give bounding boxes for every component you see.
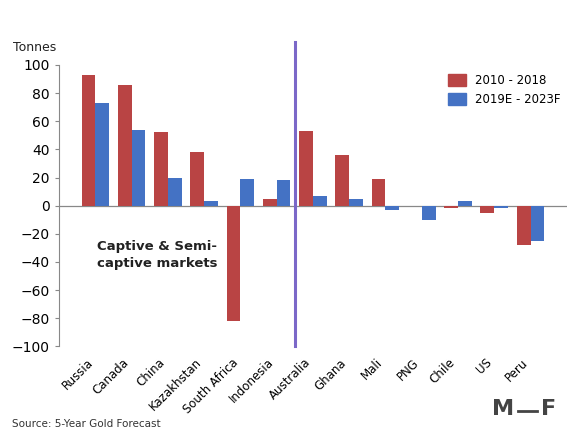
Bar bbox=[422, 206, 436, 220]
Bar bbox=[154, 132, 168, 206]
Bar bbox=[240, 179, 254, 206]
Bar bbox=[82, 75, 95, 206]
Bar bbox=[168, 178, 182, 206]
Bar bbox=[118, 85, 132, 206]
Bar bbox=[95, 103, 109, 206]
Bar bbox=[263, 199, 277, 206]
Bar bbox=[204, 201, 218, 206]
Bar bbox=[458, 201, 472, 206]
Bar bbox=[299, 131, 313, 206]
Text: Tonnes: Tonnes bbox=[13, 41, 56, 54]
Bar bbox=[313, 196, 327, 206]
Text: M: M bbox=[492, 399, 514, 419]
Text: Source: 5-Year Gold Forecast: Source: 5-Year Gold Forecast bbox=[12, 419, 160, 429]
Bar bbox=[531, 206, 544, 241]
Text: Changing Profile of Mine Supply: Changing Profile of Mine Supply bbox=[149, 16, 436, 34]
Bar bbox=[132, 130, 146, 206]
Text: F: F bbox=[541, 399, 556, 419]
Text: Captive & Semi-
captive markets: Captive & Semi- captive markets bbox=[97, 240, 217, 270]
Bar bbox=[494, 206, 508, 209]
Legend: 2010 - 2018, 2019E - 2023F: 2010 - 2018, 2019E - 2023F bbox=[442, 68, 567, 112]
Bar bbox=[226, 206, 240, 321]
Bar bbox=[371, 179, 386, 206]
Bar bbox=[444, 206, 458, 209]
Bar bbox=[335, 155, 349, 206]
Bar bbox=[277, 180, 291, 206]
Bar bbox=[190, 152, 204, 206]
Bar bbox=[386, 206, 400, 210]
Bar bbox=[349, 199, 363, 206]
Bar bbox=[517, 206, 531, 245]
Bar bbox=[480, 206, 494, 213]
